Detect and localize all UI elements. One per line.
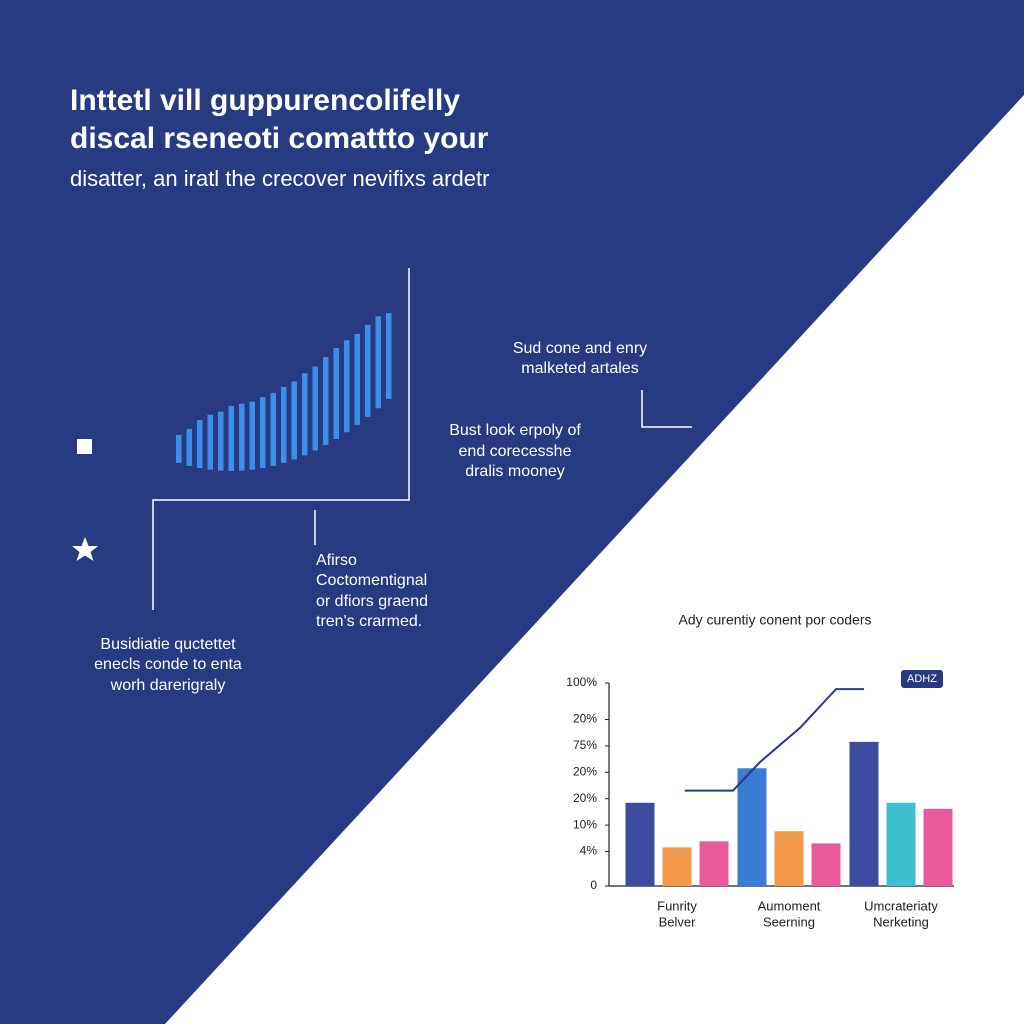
mini-bar	[291, 381, 297, 460]
mini-bar	[207, 414, 213, 470]
x-tick-label: Funrity	[657, 898, 697, 913]
bar	[737, 768, 767, 886]
y-tick-label: 75%	[573, 738, 597, 752]
mini-bar	[375, 316, 381, 409]
mini-bar	[281, 387, 287, 463]
square-icon	[77, 439, 92, 454]
mini-bar	[365, 324, 371, 417]
annotation: Afirso	[316, 552, 357, 569]
annotation: or dfiors graend	[316, 593, 428, 610]
x-tick-label: Umcrateriaty	[864, 898, 938, 913]
annotation: Coctomentignal	[316, 572, 427, 589]
bar	[923, 808, 953, 886]
annotation: tren's crarmed.	[316, 613, 422, 630]
bar	[662, 847, 692, 886]
mini-bar	[228, 406, 234, 471]
mini-bar	[333, 348, 339, 439]
annotation: Bust look erpoly of	[449, 422, 581, 439]
y-tick-label: 20%	[573, 764, 597, 778]
y-tick-label: 10%	[573, 817, 597, 831]
mini-bar	[323, 357, 329, 446]
x-tick-label: Seerning	[763, 914, 815, 929]
connector	[152, 268, 410, 610]
y-tick-label: 100%	[566, 675, 597, 689]
badge	[901, 670, 943, 688]
x-tick-label: Aumoment	[758, 898, 821, 913]
title-line: Inttetl vill guppurencolifelly	[70, 84, 460, 117]
annotation: end corecesshe	[459, 443, 572, 460]
mini-bar	[197, 420, 203, 469]
mini-bar	[386, 313, 392, 399]
annotation: enecls conde to enta	[94, 656, 242, 673]
mini-bar	[344, 340, 350, 433]
mini-bar	[218, 411, 224, 471]
x-tick-label: Nerketing	[873, 914, 929, 929]
bar	[886, 802, 916, 886]
bar	[849, 741, 879, 886]
mini-bar	[260, 397, 266, 469]
bar	[811, 843, 841, 886]
y-tick-label: 0	[590, 878, 597, 892]
mini-bar	[186, 428, 192, 466]
x-tick-label: Belver	[659, 914, 697, 929]
trend-line	[684, 688, 865, 792]
mini-bar	[270, 392, 276, 466]
mini-bar	[176, 435, 182, 463]
mini-bar	[302, 373, 308, 456]
white-panel	[165, 95, 1024, 1024]
y-tick-label: 4%	[580, 844, 598, 858]
bar	[699, 841, 729, 886]
star-icon	[72, 537, 98, 561]
bar	[625, 802, 655, 886]
mini-bar	[239, 403, 245, 471]
annotation: dralis mooney	[465, 463, 565, 480]
mini-bar	[312, 366, 318, 451]
mini-bar	[249, 401, 255, 470]
annotation: Sud cone and enry	[513, 340, 647, 357]
connector	[641, 390, 692, 428]
title-line: discal rseneoti comattto your	[70, 122, 489, 155]
bar	[774, 831, 804, 886]
y-tick-label: 20%	[573, 712, 597, 726]
annotation: malketed artales	[521, 360, 638, 377]
chart-title: Ady curentiy conent por coders	[679, 612, 872, 628]
mini-bar	[354, 333, 360, 425]
annotation: Busidiatie quctettet	[100, 636, 236, 653]
subtitle: disatter, an iratl the crecover nevifixs…	[70, 166, 489, 191]
badge-text: ADHZ	[907, 673, 937, 685]
y-tick-label: 20%	[573, 791, 597, 805]
annotation: worh darerigraly	[110, 677, 226, 694]
